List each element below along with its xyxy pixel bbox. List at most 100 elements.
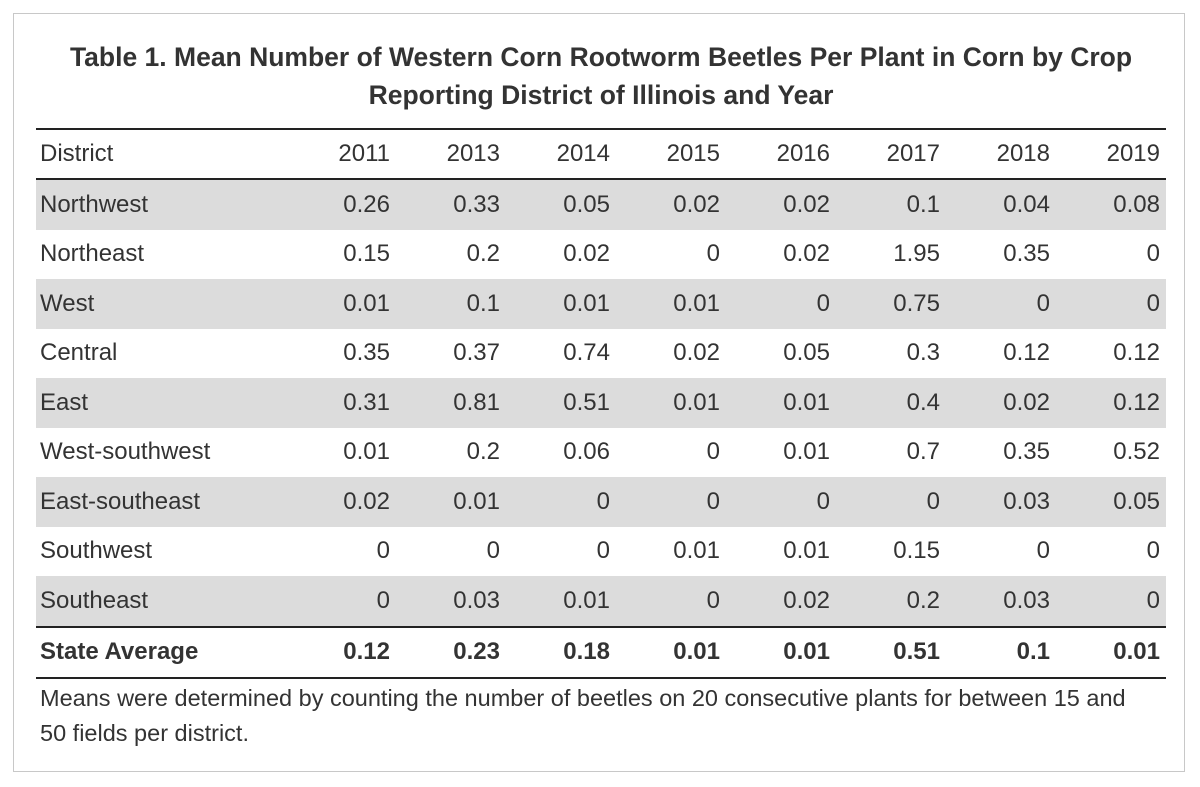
value-cell: 0.02: [673, 339, 720, 367]
value-cell: 0.15: [343, 240, 390, 268]
value-cell: 0.01: [616, 279, 726, 329]
district-cell: Northwest: [36, 179, 286, 230]
value-cell: 0.04: [946, 179, 1056, 230]
value-cell: 0: [1146, 537, 1160, 565]
value-cell: 0.03: [946, 576, 1056, 627]
value-cell: 0: [596, 537, 610, 565]
value-cell: 0: [616, 576, 726, 627]
table-row: East 0.31 0.81 0.51 0.01 0.01 0.4 0.02 0…: [36, 378, 1166, 428]
value-cell: 0.2: [466, 438, 500, 466]
column-header-year: 2019: [1106, 140, 1160, 167]
district-cell: East-southeast: [36, 477, 286, 527]
district-cell: Central: [40, 339, 118, 367]
value-cell: 0.75: [836, 279, 946, 329]
value-cell: 0.2: [466, 240, 500, 268]
state-average-value: 0.01: [1056, 626, 1166, 678]
value-cell: 0: [836, 477, 946, 527]
table-title: Table 1. Mean Number of Western Corn Roo…: [69, 42, 1133, 110]
state-average-value: 0.51: [836, 626, 946, 678]
value-cell: 0.35: [1003, 240, 1050, 268]
state-average-value: 0.18: [506, 626, 616, 678]
data-table: District 2011 2013 2014 2015 2016 2017 2…: [36, 128, 1166, 679]
value-cell: 0.02: [946, 378, 1056, 428]
value-cell: 0: [726, 279, 836, 329]
value-cell: 0: [706, 240, 720, 268]
value-cell: 0.01: [726, 378, 836, 428]
value-cell: 0: [1036, 537, 1050, 565]
table-row: West-southwest 0.01 0.2 0.06 0 0.01 0.7 …: [36, 428, 1166, 478]
value-cell: 0.51: [506, 378, 616, 428]
value-cell: 0.02: [563, 240, 610, 268]
column-header-year: 2018: [996, 140, 1050, 167]
value-cell: 0.01: [506, 576, 616, 627]
value-cell: 0.26: [286, 179, 396, 230]
value-cell: 0.01: [396, 477, 506, 527]
value-cell: 0: [946, 279, 1056, 329]
value-cell: 0.1: [836, 179, 946, 230]
column-header-district: District: [40, 140, 114, 167]
value-cell: 0.52: [1113, 438, 1160, 466]
value-cell: 0.15: [893, 537, 940, 565]
value-cell: 0.12: [1003, 339, 1050, 367]
state-average-value: 0.12: [286, 626, 396, 678]
value-cell: 0.37: [453, 339, 500, 367]
value-cell: 0.12: [1056, 378, 1166, 428]
value-cell: 0: [286, 576, 396, 627]
column-header-year: 2014: [556, 140, 610, 167]
table-row: East-southeast 0.02 0.01 0 0 0 0 0.03 0.…: [36, 477, 1166, 527]
value-cell: 0.02: [726, 179, 836, 230]
value-cell: 0.02: [286, 477, 396, 527]
value-cell: 0: [1056, 576, 1166, 627]
district-cell: West: [36, 279, 286, 329]
column-header-year: 2016: [776, 140, 830, 167]
table-row: Southeast 0 0.03 0.01 0 0.02 0.2 0.03 0: [36, 576, 1166, 627]
value-cell: 0: [486, 537, 500, 565]
value-cell: 1.95: [893, 240, 940, 268]
value-cell: 0.3: [906, 339, 940, 367]
value-cell: 0.1: [396, 279, 506, 329]
value-cell: 0.81: [396, 378, 506, 428]
value-cell: 0: [616, 477, 726, 527]
value-cell: 0.01: [286, 279, 396, 329]
column-header-year: 2011: [338, 140, 390, 167]
state-average-value: 0.1: [946, 626, 1056, 678]
value-cell: 0.2: [836, 576, 946, 627]
value-cell: 0: [726, 477, 836, 527]
value-cell: 0.7: [906, 438, 940, 466]
value-cell: 0.01: [616, 378, 726, 428]
table-footnote: Means were determined by counting the nu…: [40, 685, 1126, 746]
value-cell: 0.05: [1056, 477, 1166, 527]
district-cell: West-southwest: [40, 438, 211, 466]
value-cell: 0: [1146, 240, 1160, 268]
value-cell: 0.33: [396, 179, 506, 230]
table-row: West 0.01 0.1 0.01 0.01 0 0.75 0 0: [36, 279, 1166, 329]
value-cell: 0.06: [563, 438, 610, 466]
state-average-value: 0.01: [616, 626, 726, 678]
value-cell: 0.01: [783, 438, 830, 466]
table-row: Central 0.35 0.37 0.74 0.02 0.05 0.3 0.1…: [36, 329, 1166, 379]
state-average-value: 0.01: [726, 626, 836, 678]
value-cell: 0.01: [343, 438, 390, 466]
value-cell: 0: [376, 537, 390, 565]
value-cell: 0.12: [1113, 339, 1160, 367]
value-cell: 0.01: [506, 279, 616, 329]
column-header-year: 2015: [666, 140, 720, 167]
value-cell: 0: [1056, 279, 1166, 329]
state-average-row: State Average 0.12 0.23 0.18 0.01 0.01 0…: [36, 626, 1166, 678]
table-row: Southwest 0 0 0 0.01 0.01 0.15 0 0: [36, 527, 1166, 577]
value-cell: 0.01: [783, 537, 830, 565]
value-cell: 0.4: [836, 378, 946, 428]
value-cell: 0.01: [673, 537, 720, 565]
value-cell: 0.35: [1003, 438, 1050, 466]
state-average-label: State Average: [36, 626, 286, 678]
table-row: Northwest 0.26 0.33 0.05 0.02 0.02 0.1 0…: [36, 179, 1166, 230]
value-cell: 0: [506, 477, 616, 527]
value-cell: 0.05: [783, 339, 830, 367]
value-cell: 0.35: [343, 339, 390, 367]
column-header-year: 2017: [886, 140, 940, 167]
value-cell: 0.74: [563, 339, 610, 367]
column-header-year: 2013: [446, 140, 500, 167]
value-cell: 0.05: [506, 179, 616, 230]
value-cell: 0.02: [783, 240, 830, 268]
district-cell: East: [36, 378, 286, 428]
